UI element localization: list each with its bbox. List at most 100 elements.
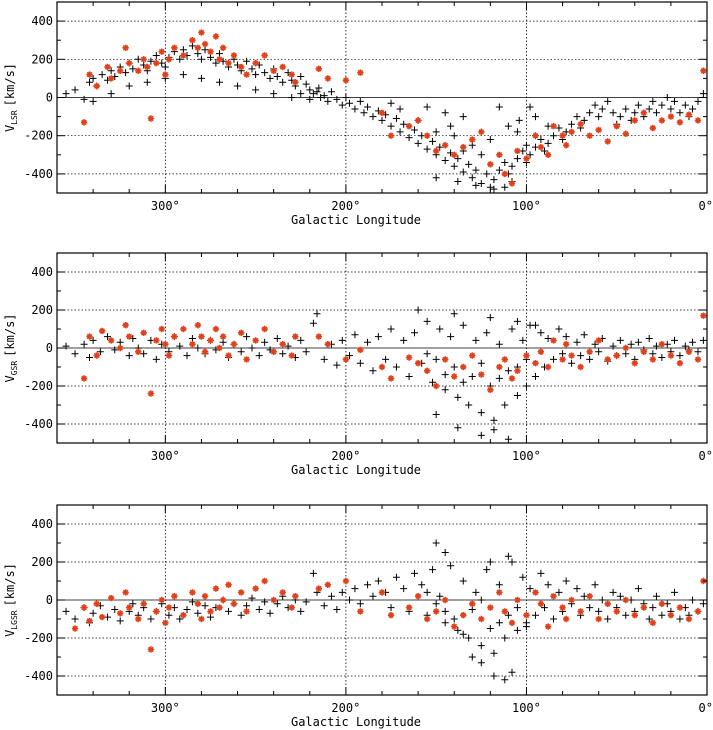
y-axis-label-subscript: GSR [10,361,19,376]
data-point-plus [519,573,527,581]
data-point-asterisk [501,170,508,178]
data-point-plus [501,401,509,409]
y-tick-label: 400 [31,265,53,279]
data-point-plus [598,596,606,604]
data-point-plus [429,566,437,574]
data-point-plus [699,336,707,344]
data-point-plus [671,97,678,105]
data-point-plus [147,57,155,65]
data-point-asterisk [270,348,277,355]
data-point-asterisk [158,48,165,55]
data-point-asterisk [292,79,299,86]
data-point-asterisk [147,115,155,122]
data-point-plus [338,336,346,344]
data-point-plus [176,342,184,350]
data-point-plus [555,124,563,132]
data-point-plus [486,314,494,322]
data-point-plus [513,604,521,612]
data-point-plus [616,336,624,344]
data-point-asterisk [126,604,133,611]
data-point-plus [405,373,413,380]
data-point-asterisk [514,147,521,155]
data-point-plus [125,82,133,90]
data-point-plus [634,338,642,346]
data-point-plus [219,338,227,346]
data-point-plus [441,386,449,394]
data-point-plus [436,592,444,600]
data-point-asterisk [153,59,160,67]
data-point-plus [441,157,449,165]
data-point-plus [387,325,395,333]
data-point-asterisk [577,121,584,128]
data-point-asterisk [80,119,88,126]
data-point-asterisk [324,75,332,82]
data-point-asterisk [292,593,299,600]
data-point-asterisk [613,122,620,130]
data-point-plus [400,336,408,344]
data-point-asterisk [237,589,245,596]
data-point-plus [122,69,130,77]
x-tick-label: 200° [331,701,360,715]
data-point-asterisk [243,356,250,363]
data-point-asterisk [676,119,684,126]
data-point-plus [634,101,642,109]
scatter-panel-3: 400 200 0 -200 -400 300° 200° 100° 0° Galactic Lo… [3,504,713,729]
data-point-plus [477,596,485,604]
data-point-plus [676,615,684,623]
data-point-plus [501,634,509,642]
y-tick-label: 200 [31,303,53,317]
data-point-plus [111,346,119,354]
data-point-plus [658,611,666,619]
data-point-asterisk [414,117,422,124]
data-point-asterisk [116,67,124,74]
data-point-asterisk [122,322,129,329]
data-point-asterisk [71,625,79,632]
data-point-asterisk [537,348,545,355]
data-point-asterisk [387,612,395,619]
data-point-asterisk [252,337,259,344]
data-point-plus [252,71,260,79]
data-point-asterisk [523,155,530,162]
data-point-asterisk [279,589,286,596]
data-point-plus [649,97,657,105]
data-point-plus [297,72,305,80]
data-point-asterisk [162,619,169,626]
data-point-asterisk [658,117,666,124]
data-point-asterisk [676,604,684,611]
data-point-plus [194,344,202,352]
data-point-asterisk [237,63,245,71]
data-point-plus [595,607,603,615]
data-point-asterisk [685,615,693,623]
data-point-plus [508,558,516,566]
data-point-plus [580,331,588,339]
data-point-plus [699,600,707,608]
data-point-plus [689,105,697,113]
data-point-plus [513,155,521,163]
data-point-plus [71,615,79,623]
data-point-plus [71,86,79,94]
data-point-asterisk [357,608,364,615]
data-point-asterisk [405,604,413,611]
data-point-plus [483,329,491,337]
data-point-plus [689,338,697,346]
y-tick-label: -200 [24,631,53,645]
data-point-plus [243,57,251,65]
data-point-asterisk [189,589,196,596]
data-point-plus [537,569,545,577]
y-axis-label-unit: [km/s] [3,313,17,356]
y-tick-label: 0 [46,593,53,607]
data-point-plus [573,338,581,346]
data-point-asterisk [378,109,386,116]
data-point-plus [351,331,359,339]
data-point-plus [616,113,624,121]
data-point-plus [568,359,576,367]
data-point-asterisk [595,126,602,134]
data-point-asterisk [288,604,295,611]
data-point-asterisk [189,341,196,348]
data-point-asterisk [537,600,545,607]
data-point-plus [152,355,160,363]
data-point-asterisk [568,352,575,359]
data-point-asterisk [405,354,413,361]
data-point-asterisk [700,67,707,74]
